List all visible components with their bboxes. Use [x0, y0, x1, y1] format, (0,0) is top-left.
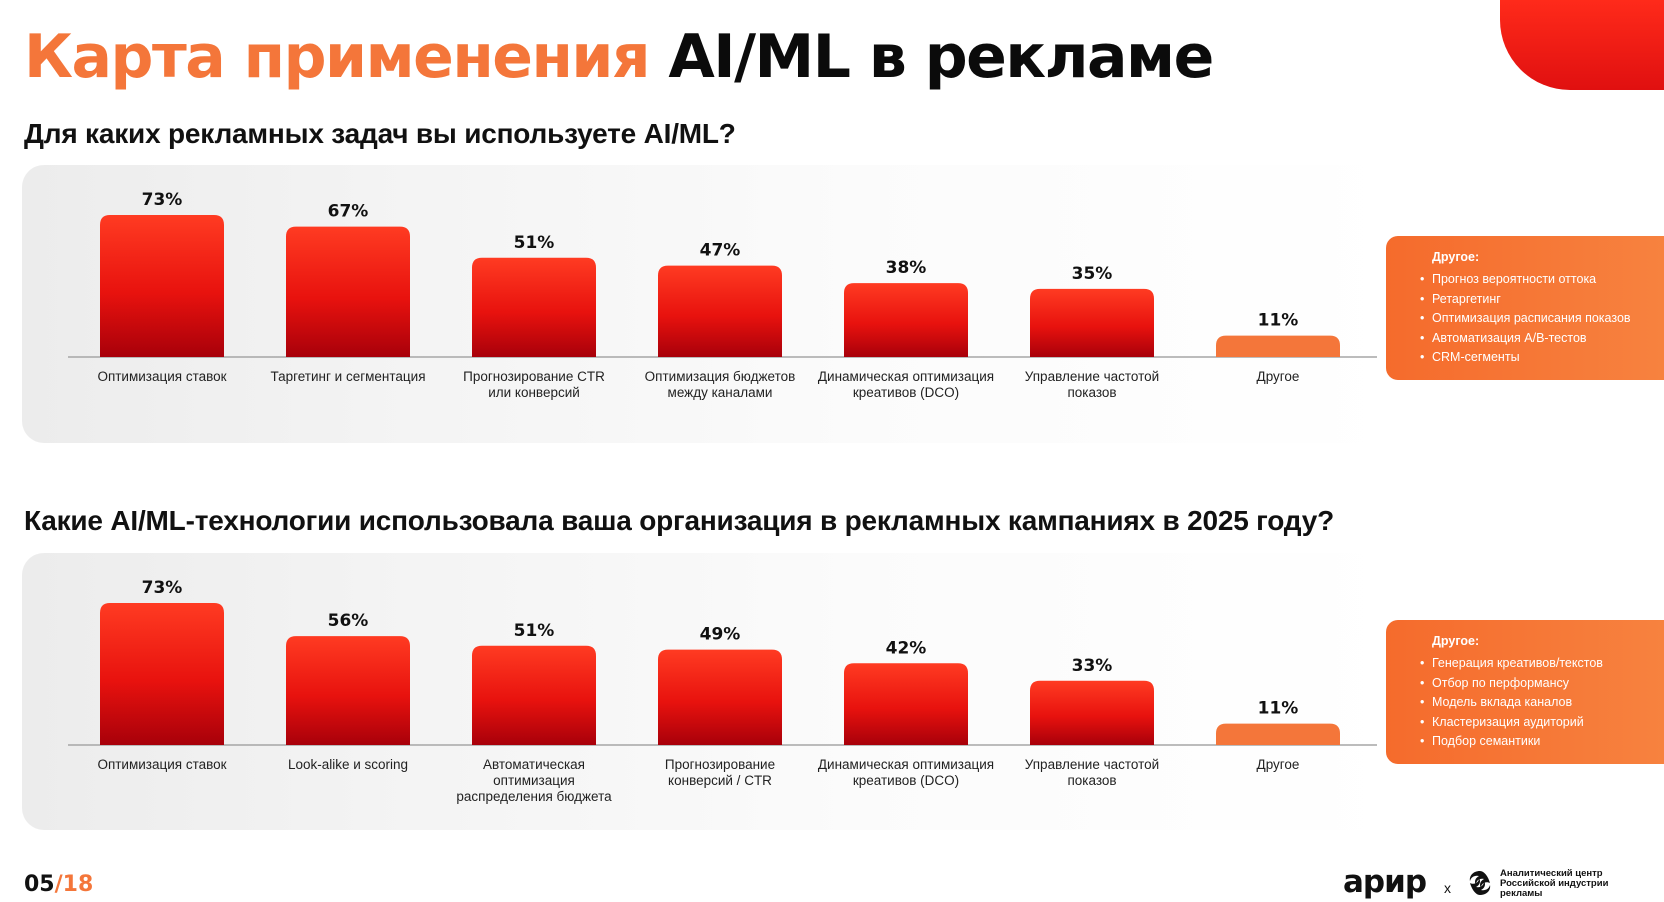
other-box-1: Другое: Прогноз вероятности оттока Ретар… — [1386, 236, 1664, 380]
bar — [844, 283, 968, 357]
other-box-2: Другое: Генерация креативов/текстов Отбо… — [1386, 620, 1664, 764]
question-1: Для каких рекламных задач вы используете… — [24, 118, 736, 149]
value-label: 51% — [514, 621, 555, 641]
other-item: Оптимизация расписания показов — [1420, 309, 1664, 329]
category-label: Таргетинг и сегментация — [270, 369, 425, 384]
category-label: распределения бюджета — [456, 789, 612, 804]
logo-separator: x — [1444, 880, 1451, 896]
other-item: Генерация креативов/текстов — [1420, 654, 1664, 674]
page-title: Карта применения AI/ML в рекламе — [24, 18, 1214, 96]
other-item: Автоматизация А/В-тестов — [1420, 329, 1664, 349]
category-label: Прогнозирование CTR — [463, 369, 605, 384]
bar — [844, 663, 968, 745]
value-label: 47% — [700, 241, 741, 261]
other-item: CRM-сегменты — [1420, 348, 1664, 368]
corner-accent — [1500, 0, 1664, 90]
category-label: Оптимизация ставок — [97, 369, 226, 384]
bar — [1216, 335, 1340, 357]
analytics-center-logo-icon — [1469, 871, 1491, 895]
category-label: между каналами — [668, 385, 773, 400]
other-item: Подбор семантики — [1420, 732, 1664, 752]
category-label: креативов (DCO) — [853, 385, 959, 400]
page-current: 05 — [24, 872, 55, 897]
bar — [286, 226, 410, 357]
category-label: креативов (DCO) — [853, 773, 959, 788]
bar — [1216, 723, 1340, 745]
category-label: Управление частотой — [1025, 757, 1159, 772]
value-label: 11% — [1258, 699, 1299, 719]
value-label: 73% — [142, 190, 183, 210]
center-name-line: Аналитический центр — [1500, 868, 1603, 879]
other-title-1: Другое: — [1432, 250, 1480, 264]
page-title-part2: AI/ML в рекламе — [668, 22, 1214, 92]
bar — [100, 603, 224, 745]
bar — [472, 645, 596, 745]
other-item: Отбор по перформансу — [1420, 674, 1664, 694]
value-label: 35% — [1072, 264, 1113, 284]
value-label: 67% — [328, 202, 369, 222]
other-item: Ретаргетинг — [1420, 290, 1664, 310]
value-label: 73% — [142, 578, 183, 598]
question-2: Какие AI/ML-технологии использовала ваша… — [24, 505, 1334, 536]
analytics-center-name: Аналитический центр Российской индустрии… — [1500, 869, 1608, 899]
bar — [100, 215, 224, 357]
value-label: 11% — [1258, 311, 1299, 331]
category-label: Автоматическая — [483, 757, 585, 772]
category-label: или конверсий — [488, 385, 580, 400]
page-total: /18 — [54, 872, 94, 897]
category-label: Другое — [1257, 757, 1300, 772]
category-label: Динамическая оптимизация — [818, 757, 994, 772]
value-label: 56% — [328, 611, 369, 631]
other-title-2: Другое: — [1432, 634, 1480, 648]
apir-logo: арир — [1343, 864, 1427, 900]
bar — [1030, 680, 1154, 745]
center-name-line: рекламы — [1500, 888, 1543, 899]
category-label: Look-alike и scoring — [288, 757, 408, 772]
page-number: 05/18 — [24, 872, 93, 897]
category-label: показов — [1067, 385, 1116, 400]
other-list-2: Генерация креативов/текстов Отбор по пер… — [1420, 654, 1664, 752]
category-label: показов — [1067, 773, 1116, 788]
category-label: Управление частотой — [1025, 369, 1159, 384]
bar — [472, 257, 596, 357]
value-label: 49% — [700, 625, 741, 645]
page-title-part1: Карта применения — [24, 22, 650, 92]
category-label: Оптимизация бюджетов — [645, 369, 796, 384]
value-label: 51% — [514, 233, 555, 253]
value-label: 33% — [1072, 656, 1113, 676]
value-label: 38% — [886, 258, 927, 278]
bar-chart-tasks: 73% Оптимизация ставок 67% Таргетинг и сегм… — [68, 190, 1377, 400]
bar — [286, 636, 410, 745]
category-label: Другое — [1257, 369, 1300, 384]
bar — [658, 649, 782, 745]
category-label: Оптимизация ставок — [97, 757, 226, 772]
other-item: Кластеризация аудиторий — [1420, 713, 1664, 733]
other-item: Модель вклада каналов — [1420, 693, 1664, 713]
bar — [1030, 288, 1154, 357]
bar-chart-technologies: 73% Оптимизация ставок 56% Look-alike и sco… — [68, 578, 1377, 804]
category-label: Прогнозирование — [665, 757, 775, 772]
category-label: Динамическая оптимизация — [818, 369, 994, 384]
other-list-1: Прогноз вероятности оттока Ретаргетинг О… — [1420, 270, 1664, 368]
category-label: оптимизация — [493, 773, 575, 788]
center-name-line: Российской индустрии — [1500, 878, 1609, 889]
value-label: 42% — [886, 638, 927, 658]
other-item: Прогноз вероятности оттока — [1420, 270, 1664, 290]
bar — [658, 265, 782, 357]
category-label: конверсий / CTR — [668, 773, 772, 788]
